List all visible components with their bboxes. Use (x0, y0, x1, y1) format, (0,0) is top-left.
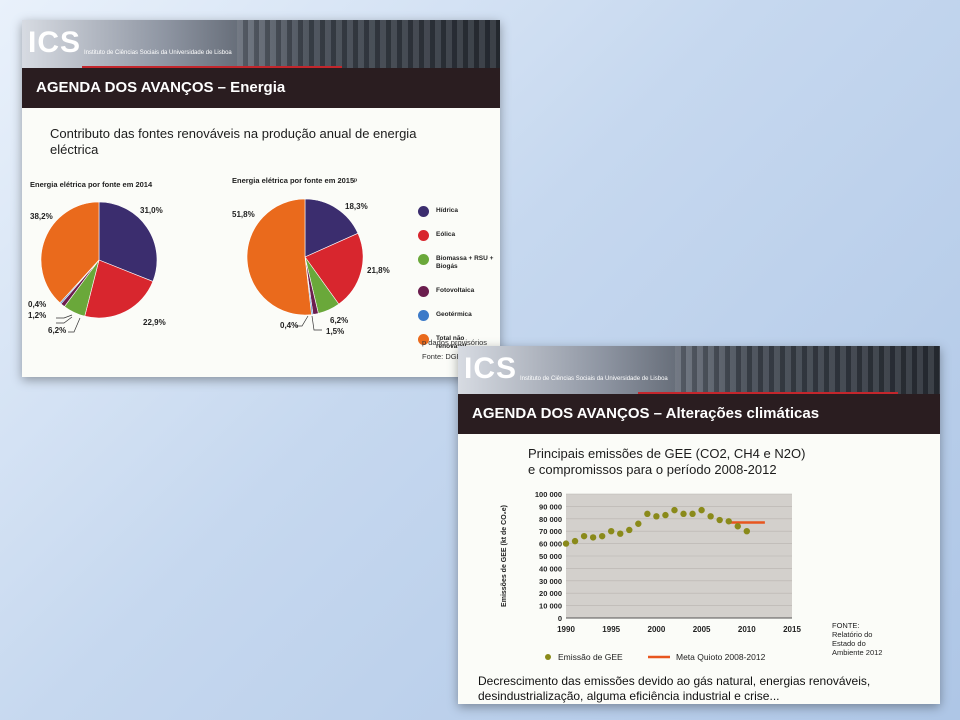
x-tick-label: 2000 (648, 625, 666, 634)
institute-name: Instituto de Ciências Sociais da Univers… (84, 50, 232, 56)
pie2-label-nao-renovavel: 51,8% (232, 210, 255, 219)
pie1-label-eolica: 22,9% (143, 318, 166, 327)
y-tick-label: 80 000 (539, 515, 562, 524)
pie1-label-biomassa: 6,2% (48, 326, 67, 335)
legend-label-target: Meta Quioto 2008-2012 (676, 652, 766, 662)
pie1-label-fotovoltaica: 1,2% (28, 311, 47, 320)
pie2-leader-fotovoltaica (311, 315, 322, 331)
emission-point (743, 528, 750, 535)
pie2-label-biomassa: 6,2% (330, 316, 349, 325)
slide-header-banner: ICS Instituto de Ciências Sociais da Uni… (22, 20, 500, 68)
emission-point (617, 530, 624, 537)
climate-slide: ICS Instituto de Ciências Sociais da Uni… (458, 346, 940, 704)
emission-point (580, 532, 588, 540)
emission-point (680, 510, 687, 518)
y-axis-label: Emissões de GEE (kt de CO₂e) (501, 505, 508, 607)
pie1-slice-hidrica (98, 201, 158, 282)
emission-point (662, 511, 669, 519)
emission-point (707, 513, 714, 520)
legend-label-emissions: Emissão de GEE (558, 652, 623, 662)
slide-title: AGENDA DOS AVANÇOS – Energia (22, 68, 500, 108)
provisional-note: p dados provisórios (422, 338, 488, 347)
pie1-leader-geotermica (56, 314, 73, 319)
legend-marker-emissions (545, 654, 551, 660)
emission-point (635, 520, 642, 527)
pie2-slice-hidrica (304, 198, 359, 258)
emission-point (671, 506, 678, 514)
y-tick-label: 50 000 (539, 552, 562, 561)
pie1-label-nao-renovavel: 38,2% (30, 212, 53, 221)
pie1-slice-eolica (84, 259, 154, 319)
pie1-label-geotermica: 0,4% (28, 300, 47, 309)
ics-logo: ICS (464, 352, 518, 385)
slide-subtitle-line1: Principais emissões de GEE (CO2, CH4 e N… (528, 446, 806, 461)
pie-charts (40, 198, 364, 333)
pie2-label-geotermica: 0,4% (280, 321, 299, 330)
pie2-label-fotovoltaica: 1,5% (326, 327, 345, 336)
pie2-slice-eolica (304, 232, 364, 305)
y-tick-label: 30 000 (539, 577, 562, 586)
x-tick-label: 2010 (738, 625, 756, 634)
emission-point (725, 518, 732, 525)
x-tick-label: 1995 (602, 625, 620, 634)
y-tick-label: 90 000 (539, 502, 562, 511)
emission-point (608, 528, 615, 535)
source-note: Fonte: DGEG, 2016 (422, 352, 489, 361)
header-photo (674, 346, 940, 394)
emission-point (698, 506, 705, 514)
pie2-label-hidrica: 18,3% (345, 202, 368, 211)
y-tick-label: 20 000 (539, 589, 562, 598)
y-tick-label: 70 000 (539, 527, 562, 536)
emission-point (689, 510, 696, 518)
legend-swatch-fotovoltaica (418, 286, 429, 297)
pie1-leader-biomassa (68, 317, 81, 333)
institute-name: Instituto de Ciências Sociais da Univers… (520, 376, 668, 382)
slide-header-banner: ICS Instituto de Ciências Sociais da Uni… (458, 346, 940, 394)
pie1-label-hidrica: 31,0% (140, 206, 163, 215)
y-tick-label: 0 (558, 614, 562, 623)
pie2-slice-nao-renovavel (246, 198, 312, 316)
header-accent-line (638, 392, 898, 394)
y-tick-label: 60 000 (539, 540, 562, 549)
slide-subtitle-line2: eléctrica (50, 142, 99, 157)
source-note: FONTE: Relatório do Estado do Ambiente 2… (832, 621, 883, 657)
emission-point (653, 513, 660, 520)
emission-point (571, 537, 579, 545)
x-tick-label: 1990 (557, 625, 575, 634)
legend-swatch-hidrica (418, 206, 429, 217)
energy-slide: ICS Instituto de Ciências Sociais da Uni… (22, 20, 500, 377)
pie1-slice-nao-renovavel (40, 201, 100, 304)
emission-point (716, 516, 723, 524)
header-accent-line (82, 66, 342, 68)
slide-conclusion: Decrescimento das emissões devido ao gás… (478, 674, 871, 703)
emission-point (598, 532, 606, 540)
slide-subtitle-line1: Contributo das fontes renováveis na prod… (50, 126, 417, 141)
y-tick-label: 40 000 (539, 564, 562, 573)
legend-swatch-biomassa (418, 254, 429, 265)
emission-point (589, 534, 597, 541)
slide-title: AGENDA DOS AVANÇOS – Alterações climátic… (458, 394, 940, 434)
pie2-label-eolica: 21,8% (367, 266, 390, 275)
header-photo (237, 20, 500, 68)
slide-subtitle-line2: e compromissos para o período 2008-2012 (528, 462, 777, 477)
legend-swatch-eolica (418, 230, 429, 241)
emission-point (626, 526, 633, 534)
y-tick-label: 10 000 (539, 602, 562, 611)
emission-point (734, 523, 741, 530)
x-tick-label: 2005 (693, 625, 711, 634)
ics-logo: ICS (28, 26, 82, 59)
pie1-title: Energia elétrica por fonte em 2014 (30, 180, 153, 189)
emission-point (644, 510, 651, 518)
pie2-leader-geotermica (296, 315, 309, 327)
pie1-leader-fotovoltaica (56, 316, 73, 324)
emission-point (562, 540, 570, 547)
legend-swatch-nao-renovavel (418, 334, 429, 345)
y-tick-label: 100 000 (535, 490, 562, 499)
emissions-chart: 0 10 000 20 000 30 000 40 000 50 000 60 000 70 … (501, 490, 801, 662)
legend-swatch-geotermica (418, 310, 429, 321)
x-tick-label: 2015 (783, 625, 801, 634)
pie2-title: Energia elétrica por fonte em 2015ᵖ (232, 176, 358, 185)
